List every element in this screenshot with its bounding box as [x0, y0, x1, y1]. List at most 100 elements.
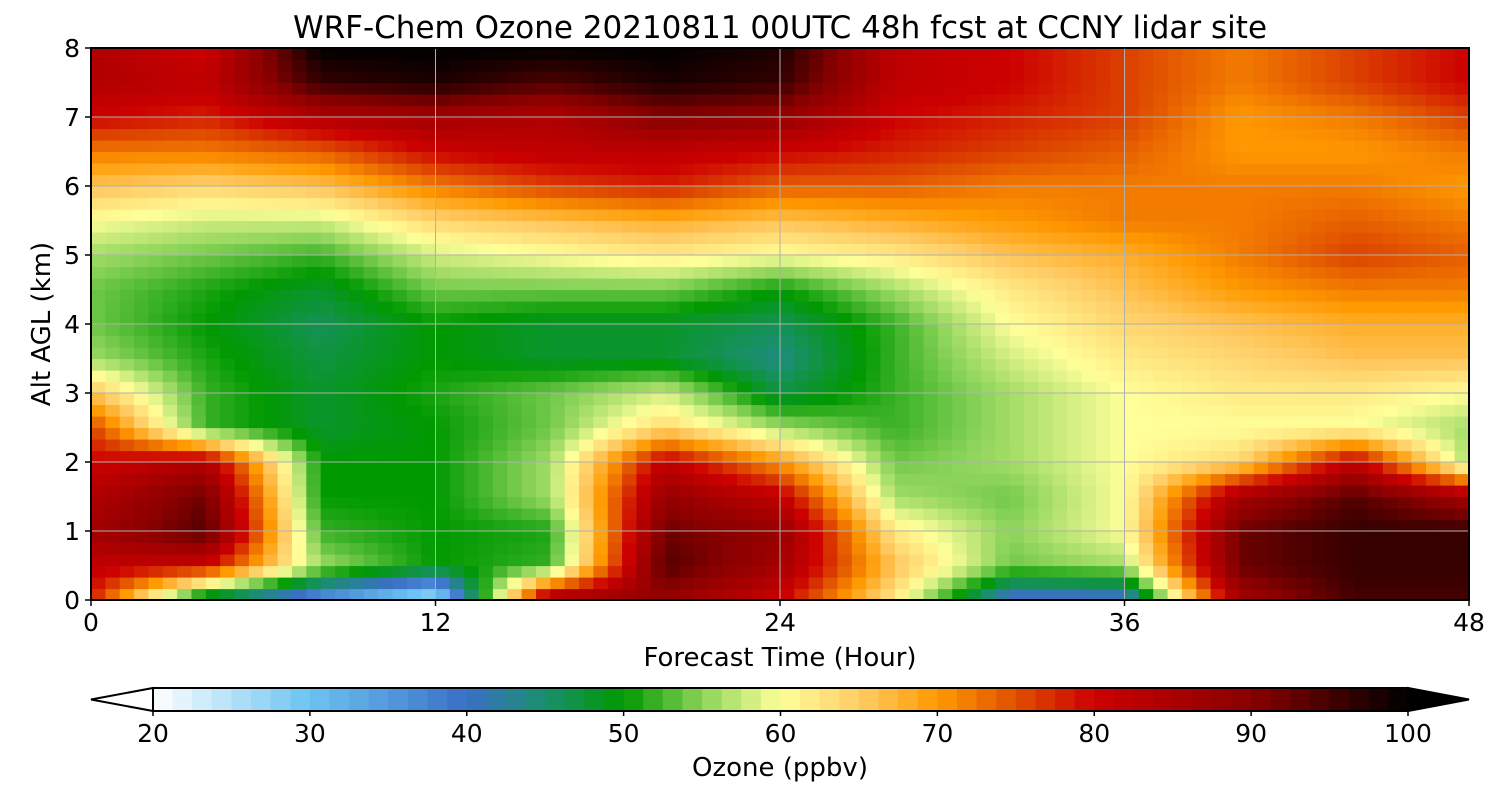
heatmap-cell — [1268, 59, 1283, 72]
heatmap-cell — [622, 565, 638, 578]
heatmap-cell — [650, 117, 666, 130]
heatmap-cell — [1397, 71, 1413, 84]
heatmap-cell — [966, 554, 982, 567]
heatmap-cell — [521, 370, 537, 383]
heatmap-cell — [1282, 312, 1298, 325]
heatmap-cell — [1095, 82, 1111, 95]
colorbar-swatch — [937, 688, 958, 711]
heatmap-cell — [851, 255, 867, 268]
heatmap-cell — [1425, 232, 1441, 245]
heatmap-cell — [708, 48, 724, 61]
heatmap-cell — [105, 347, 121, 360]
heatmap-cell — [162, 462, 178, 475]
heatmap-cell — [435, 439, 451, 452]
heatmap-cell — [593, 186, 609, 199]
heatmap-cell — [1268, 439, 1283, 452]
heatmap-cell — [1239, 554, 1255, 567]
heatmap-cell — [1196, 151, 1212, 164]
heatmap-cell — [1210, 370, 1226, 383]
heatmap-cell — [1311, 174, 1327, 187]
heatmap-cell — [837, 220, 853, 233]
heatmap-cell — [1397, 140, 1413, 153]
heatmap-cell — [464, 450, 480, 463]
heatmap-cell — [162, 531, 178, 544]
heatmap-cell — [751, 255, 767, 268]
heatmap-cell — [1024, 151, 1039, 164]
heatmap-cell — [751, 128, 767, 141]
heatmap-cell — [191, 531, 207, 544]
heatmap-cell — [780, 439, 795, 452]
heatmap-cell — [134, 163, 150, 176]
heatmap-cell — [220, 381, 236, 394]
heatmap-cell — [765, 301, 781, 314]
heatmap-cell — [134, 186, 150, 199]
heatmap-cell — [105, 301, 121, 314]
heatmap-cell — [263, 243, 279, 256]
heatmap-cell — [607, 209, 623, 222]
heatmap-cell — [780, 531, 795, 544]
heatmap-cell — [1368, 105, 1384, 118]
heatmap-cell — [579, 48, 594, 61]
heatmap-cell — [1081, 485, 1097, 498]
heatmap-cell — [105, 117, 121, 130]
heatmap-cell — [736, 151, 752, 164]
heatmap-cell — [449, 312, 465, 325]
heatmap-cell — [1354, 220, 1370, 233]
heatmap-cell — [937, 255, 953, 268]
heatmap-cell — [1253, 427, 1269, 440]
heatmap-cell — [607, 289, 623, 302]
heatmap-cell — [535, 278, 551, 291]
heatmap-cell — [1311, 140, 1327, 153]
heatmap-cell — [148, 450, 164, 463]
heatmap-cell — [1153, 163, 1169, 176]
heatmap-cell — [220, 301, 236, 314]
heatmap-cell — [1024, 232, 1039, 245]
heatmap-cell — [335, 163, 350, 176]
heatmap-cell — [1397, 278, 1413, 291]
heatmap-cell — [579, 508, 594, 521]
heatmap-cell — [952, 565, 968, 578]
heatmap-cell — [449, 450, 465, 463]
heatmap-cell — [1153, 565, 1169, 578]
heatmap-cell — [1009, 174, 1025, 187]
heatmap-cell — [1153, 496, 1169, 509]
heatmap-cell — [995, 381, 1011, 394]
heatmap-cell — [248, 496, 264, 509]
heatmap-cell — [708, 117, 724, 130]
heatmap-cell — [119, 105, 135, 118]
heatmap-cell — [1354, 473, 1370, 486]
heatmap-cell — [449, 48, 465, 61]
heatmap-cell — [679, 531, 695, 544]
heatmap-cell — [263, 82, 279, 95]
heatmap-cell — [693, 163, 709, 176]
heatmap-cell — [205, 232, 221, 245]
heatmap-cell — [1124, 289, 1140, 302]
heatmap-cell — [320, 128, 336, 141]
heatmap-cell — [579, 565, 594, 578]
heatmap-cell — [550, 542, 566, 555]
heatmap-cell — [1368, 404, 1384, 417]
heatmap-cell — [550, 335, 566, 348]
heatmap-cell — [693, 381, 709, 394]
heatmap-cell — [751, 105, 767, 118]
heatmap-cell — [1224, 232, 1240, 245]
heatmap-cell — [880, 347, 896, 360]
heatmap-cell — [378, 94, 394, 107]
heatmap-cell — [909, 94, 925, 107]
heatmap-cell — [880, 255, 896, 268]
heatmap-cell — [521, 358, 537, 371]
heatmap-cell — [1411, 117, 1427, 130]
heatmap-cell — [1038, 312, 1054, 325]
heatmap-cell — [780, 427, 795, 440]
heatmap-cell — [1196, 255, 1212, 268]
heatmap-cell — [91, 105, 106, 118]
heatmap-cell — [191, 197, 207, 210]
heatmap-cell — [205, 186, 221, 199]
heatmap-cell — [636, 324, 652, 337]
heatmap-cell — [909, 427, 925, 440]
heatmap-cell — [263, 427, 279, 440]
heatmap-cell — [923, 347, 939, 360]
heatmap-cell — [1081, 324, 1097, 337]
heatmap-cell — [349, 312, 365, 325]
heatmap-cell — [1325, 197, 1341, 210]
